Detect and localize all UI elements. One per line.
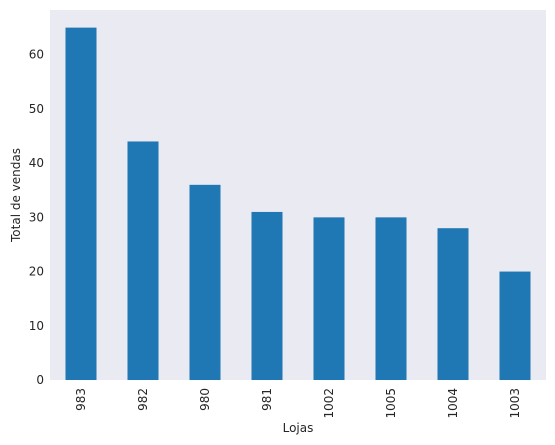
bar-1003: [499, 271, 531, 380]
y-tick-label-10: 10: [29, 319, 44, 333]
plot-area: [50, 10, 546, 380]
bar-982: [127, 141, 159, 380]
x-tick-label-1003: 1003: [508, 388, 522, 419]
x-tick-label-981: 981: [260, 388, 274, 411]
y-tick-label-60: 60: [29, 48, 44, 62]
y-tick-label-0: 0: [36, 373, 44, 387]
bar-1004: [437, 228, 469, 380]
x-tick-label-1004: 1004: [446, 388, 460, 419]
y-tick-label-50: 50: [29, 102, 44, 116]
bar-1005: [375, 217, 407, 380]
y-tick-label-40: 40: [29, 156, 44, 170]
x-tick-label-1005: 1005: [384, 388, 398, 419]
bars-group: [65, 27, 531, 380]
y-axis-label: Total de vendas: [9, 148, 23, 243]
y-tick-label-20: 20: [29, 265, 44, 279]
x-ticks-group: 983 982 980 981 1002 1005 1004 1003: [74, 388, 522, 419]
x-tick-label-1002: 1002: [322, 388, 336, 419]
bar-1002: [313, 217, 345, 380]
y-tick-label-30: 30: [29, 210, 44, 224]
x-tick-label-983: 983: [74, 388, 88, 411]
x-axis-label: Lojas: [283, 421, 314, 435]
bar-980: [189, 184, 221, 380]
x-tick-label-982: 982: [136, 388, 150, 411]
bar-981: [251, 211, 283, 380]
x-tick-label-980: 980: [198, 388, 212, 411]
bar-983: [65, 27, 97, 380]
y-ticks-group: 0 10 20 30 40 50 60: [29, 48, 44, 387]
